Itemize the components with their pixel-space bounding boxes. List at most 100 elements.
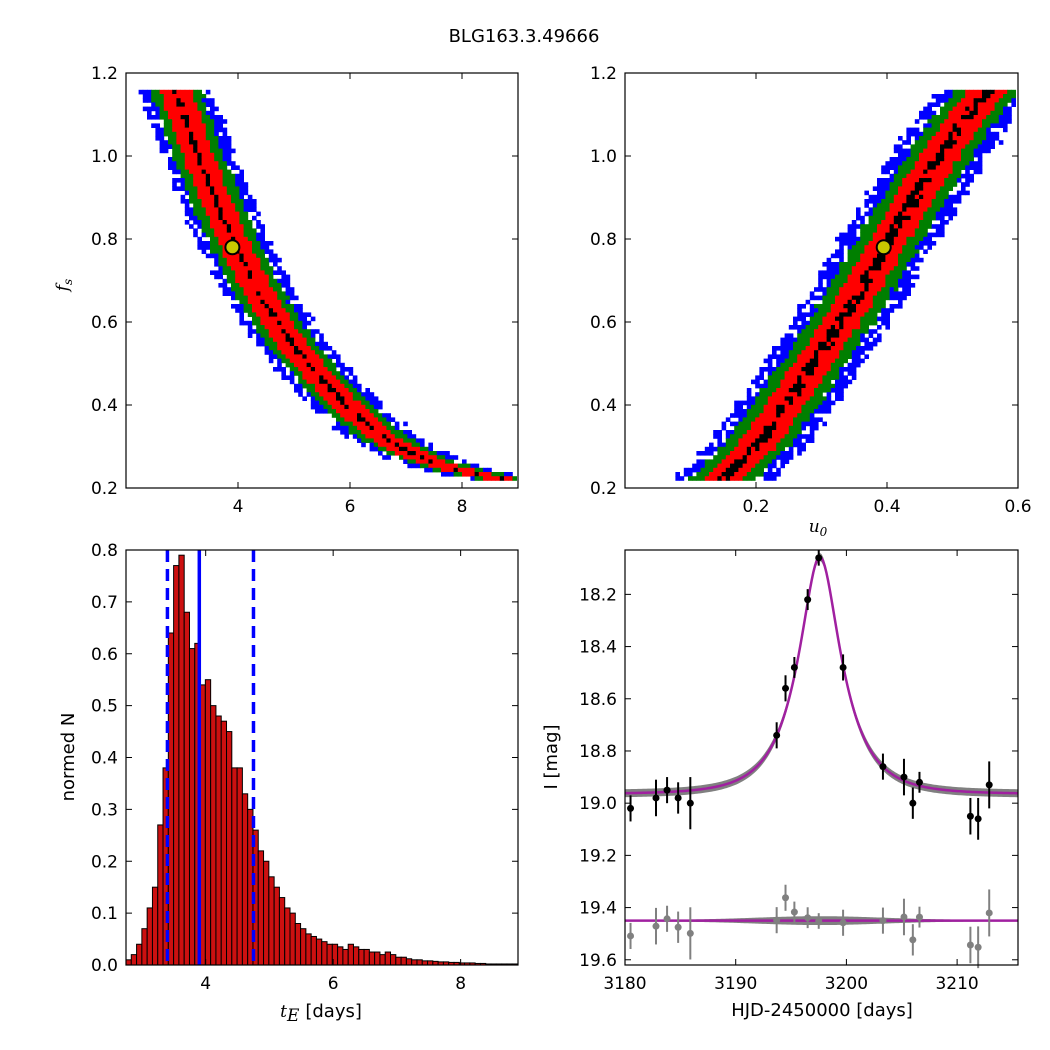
cell-1sigma: [176, 119, 181, 124]
cell-1sigma: [788, 404, 794, 410]
cell-outer: [998, 115, 1004, 120]
cell-peak: [814, 358, 819, 364]
cell-2sigma: [755, 463, 760, 469]
cell-1sigma: [201, 199, 207, 204]
cell-1sigma: [348, 400, 354, 406]
cell-2sigma: [369, 409, 375, 414]
cell-1sigma: [889, 253, 895, 259]
cell-outer: [180, 194, 186, 200]
cell-outer: [843, 236, 848, 242]
cell-2sigma: [277, 354, 282, 359]
cell-1sigma: [843, 325, 848, 330]
cell-peak: [721, 472, 727, 477]
cell-1sigma: [881, 278, 886, 284]
cell-1sigma: [441, 463, 446, 469]
cell-outer: [860, 220, 865, 225]
cell-peak: [923, 169, 928, 175]
data-point: [815, 554, 823, 562]
cell-2sigma: [830, 383, 836, 389]
cell-1sigma: [906, 220, 911, 225]
cell-2sigma: [809, 320, 815, 326]
cell-2sigma: [910, 241, 916, 246]
cell-2sigma: [822, 388, 827, 393]
cell-1sigma: [805, 375, 811, 380]
cell-outer: [956, 194, 962, 200]
cell-2sigma: [260, 325, 265, 330]
cell-outer: [172, 186, 177, 191]
cell-2sigma: [264, 337, 270, 343]
cell-2sigma: [889, 278, 895, 284]
cell-2sigma: [189, 182, 194, 187]
cell-outer: [772, 472, 777, 477]
cell-2sigma: [923, 127, 928, 133]
cell-2sigma: [835, 375, 840, 380]
cell-outer: [763, 383, 769, 389]
cell-2sigma: [382, 421, 387, 427]
cell-1sigma: [818, 354, 823, 359]
cell-outer: [914, 131, 920, 137]
cell-1sigma: [746, 455, 752, 460]
cell-1sigma: [285, 329, 291, 334]
cell-1sigma: [860, 266, 865, 271]
cell-outer: [738, 417, 743, 422]
cell-2sigma: [226, 178, 232, 183]
cell-2sigma: [864, 325, 869, 330]
cell-1sigma: [243, 283, 249, 288]
cell-1sigma: [201, 178, 207, 183]
cell-2sigma: [348, 383, 354, 389]
cell-1sigma: [914, 220, 920, 225]
cell-2sigma: [872, 220, 878, 225]
cell-1sigma: [944, 157, 949, 162]
cell-1sigma: [415, 455, 421, 460]
cell-outer: [872, 199, 878, 204]
cell-outer: [163, 148, 169, 154]
cell-outer: [977, 169, 983, 175]
cell-2sigma: [927, 207, 932, 212]
cell-1sigma: [889, 262, 895, 267]
cell-1sigma: [323, 392, 328, 397]
cell-outer: [247, 199, 253, 204]
cell-outer: [797, 451, 802, 456]
cell-outer: [835, 379, 840, 385]
cell-2sigma: [809, 325, 815, 330]
cell-1sigma: [851, 274, 857, 280]
cell-2sigma: [210, 127, 215, 133]
cell-1sigma: [814, 341, 819, 347]
cell-1sigma: [952, 110, 958, 116]
cell-2sigma: [222, 169, 228, 175]
cell-2sigma: [264, 270, 270, 275]
cell-1sigma: [721, 459, 727, 464]
cell-1sigma: [298, 346, 303, 351]
cell-1sigma: [902, 228, 907, 233]
cell-1sigma: [772, 400, 777, 406]
cell-1sigma: [935, 144, 941, 149]
cell-outer: [310, 329, 316, 334]
cell-outer: [898, 157, 903, 162]
cell-outer: [839, 236, 844, 242]
cell-2sigma: [214, 236, 219, 242]
cell-2sigma: [231, 278, 236, 284]
cell-2sigma: [847, 257, 853, 263]
cell-2sigma: [239, 211, 244, 217]
cell-peak: [919, 178, 924, 183]
cell-2sigma: [294, 320, 299, 326]
cell-1sigma: [948, 110, 953, 116]
cell-outer: [222, 152, 228, 158]
cell-outer: [243, 320, 249, 326]
cell-outer: [889, 287, 895, 292]
cell-1sigma: [902, 224, 907, 229]
cell-outer: [885, 312, 890, 317]
cell-1sigma: [264, 299, 270, 305]
cell-outer: [822, 274, 827, 280]
cell-2sigma: [704, 459, 710, 464]
cell-1sigma: [247, 266, 253, 271]
cell-2sigma: [378, 417, 383, 422]
cell-2sigma: [835, 291, 840, 296]
cell-1sigma: [910, 220, 916, 225]
cell-1sigma: [302, 337, 307, 343]
cell-1sigma: [239, 270, 244, 275]
cell-2sigma: [919, 236, 924, 242]
cell-outer: [210, 110, 215, 116]
cell-outer: [998, 140, 1004, 145]
y-tick-label: 19.6: [579, 951, 617, 971]
